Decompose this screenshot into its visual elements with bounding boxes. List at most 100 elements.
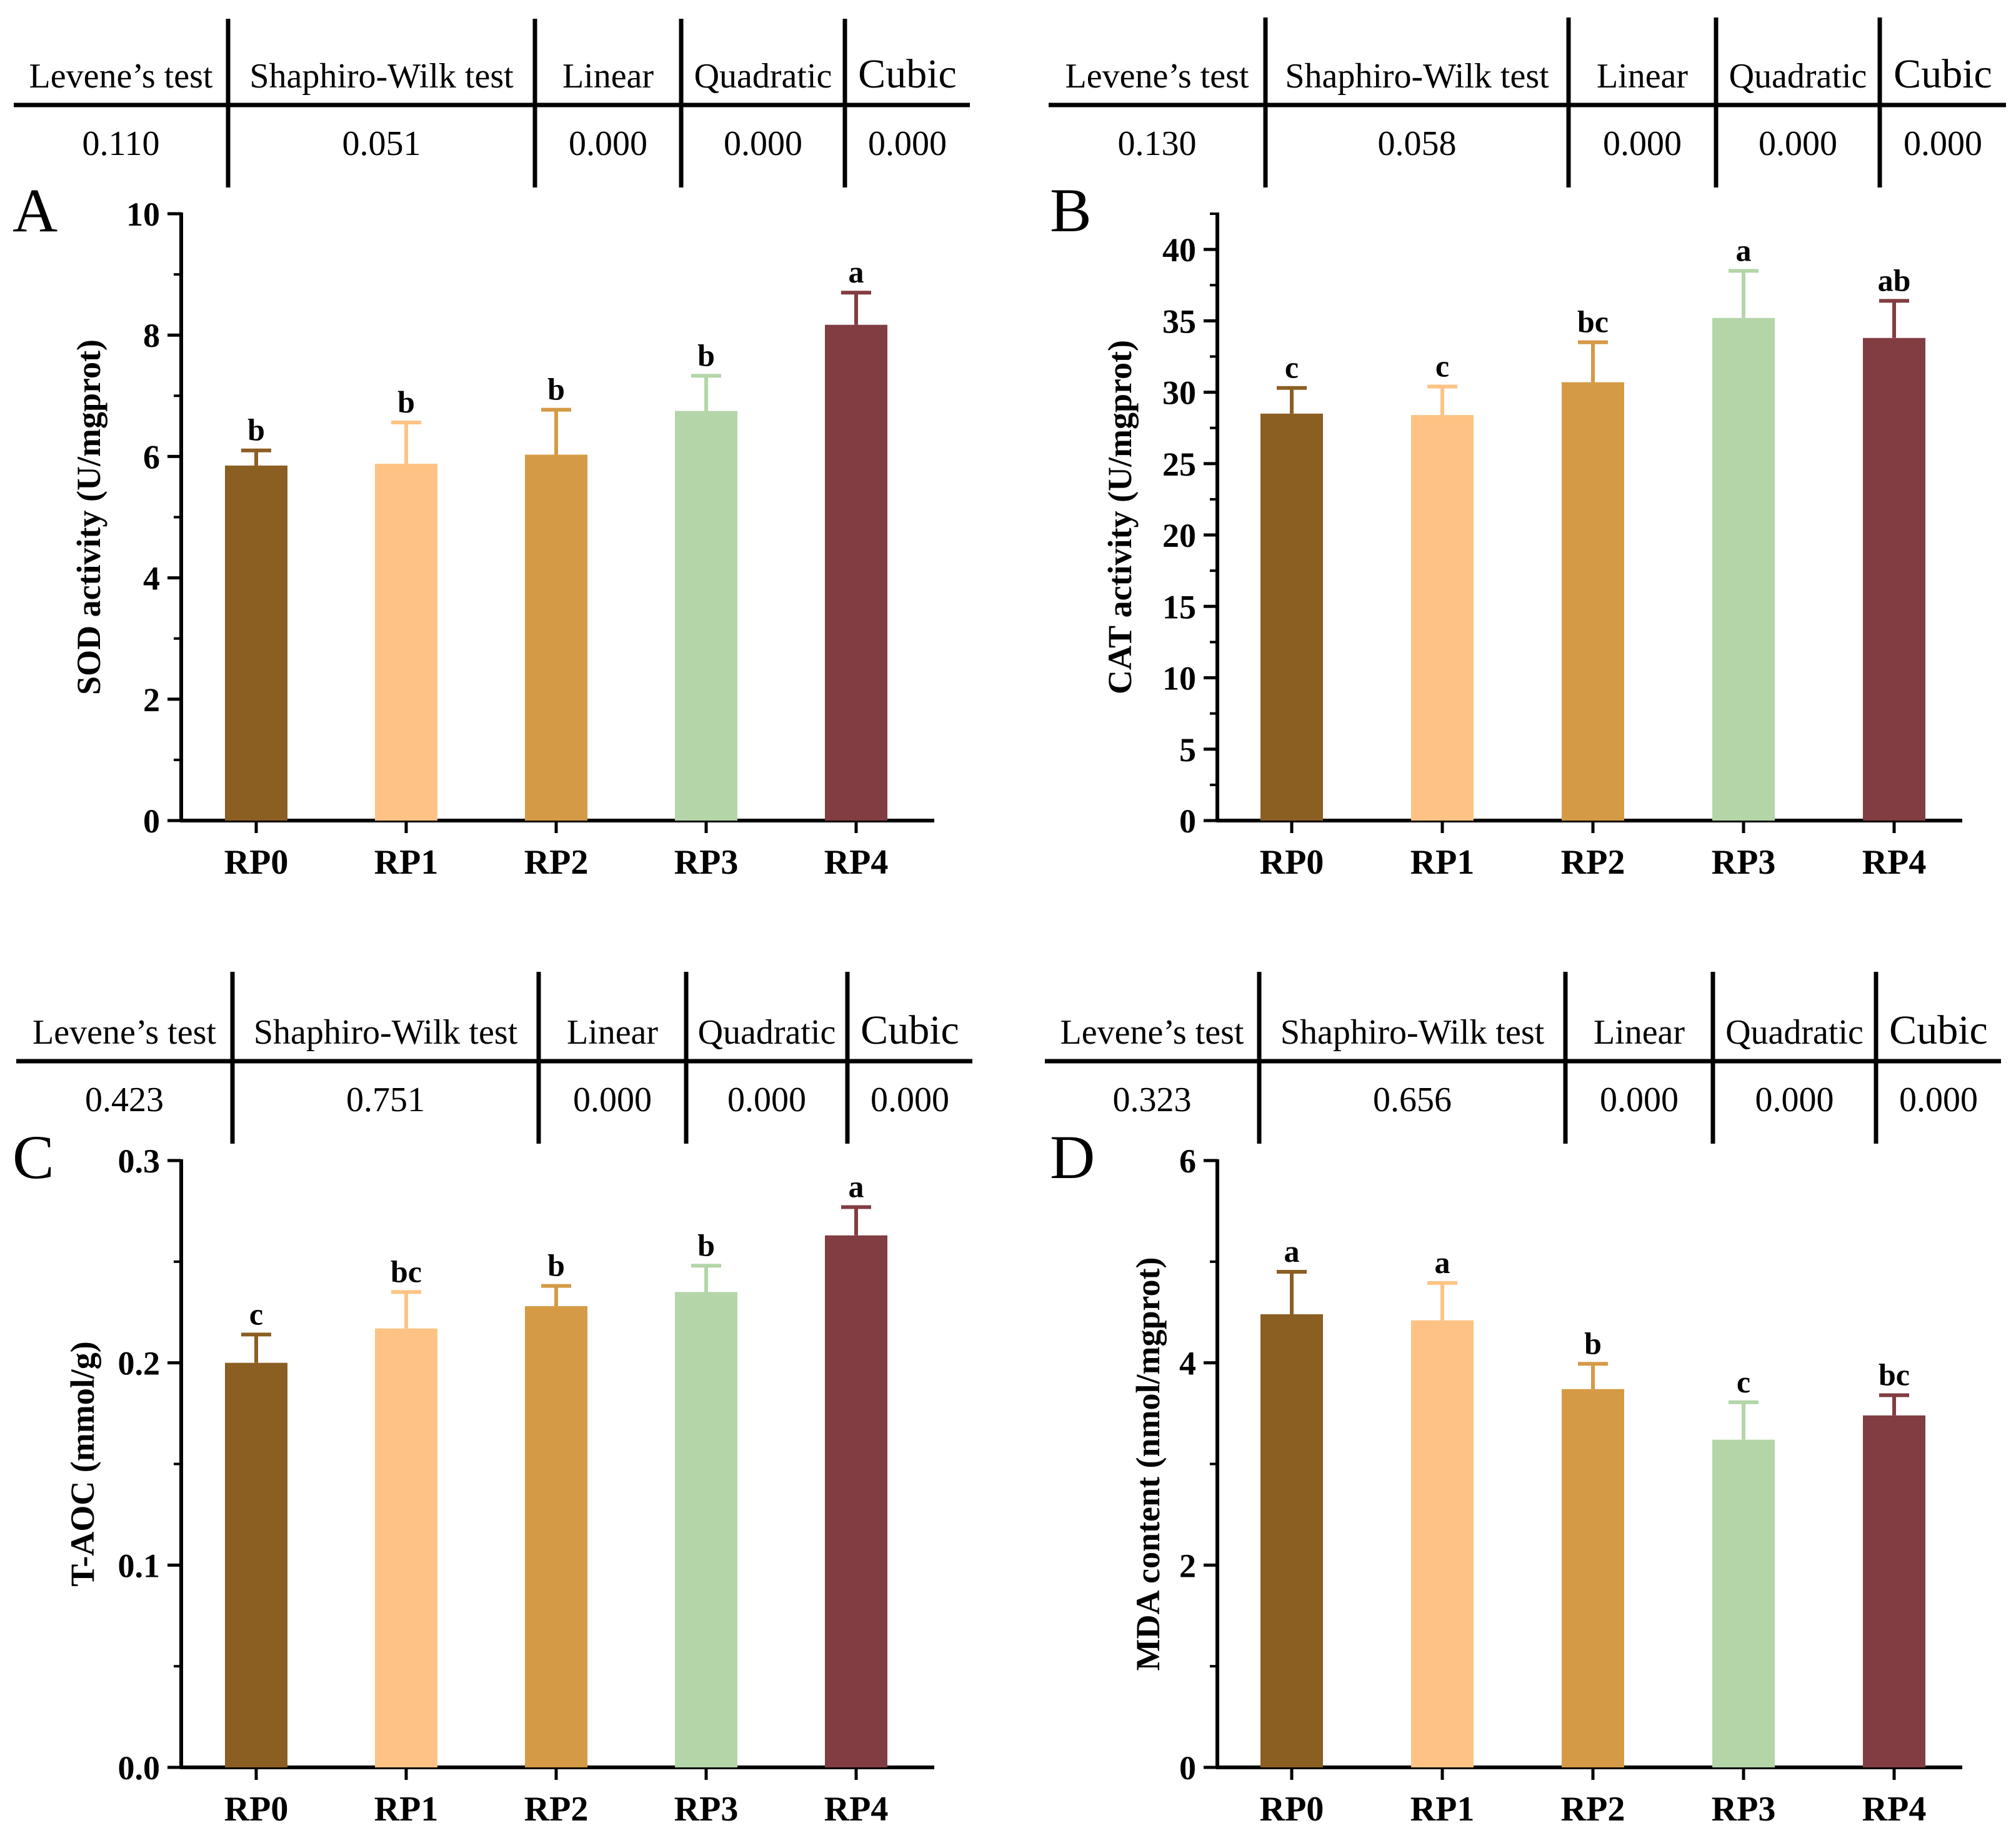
panel-b: Levene’s test Shaphiro-Wilk test Linear Qua… — [1049, 17, 2006, 882]
y-tick-label: 0 — [1179, 802, 1196, 840]
y-tick-label: 0.1 — [118, 1547, 161, 1584]
stats-value-3: 0.000 — [727, 1081, 806, 1119]
y-tick-label: 4 — [143, 560, 160, 597]
stats-value-1: 0.656 — [1373, 1081, 1452, 1119]
x-tick-label: RP3 — [1712, 843, 1776, 882]
significance-letter: bc — [391, 1254, 422, 1289]
stats-header-4: Cubic — [861, 1007, 959, 1053]
bar-rp3 — [675, 1292, 737, 1767]
stats-value-4: 0.000 — [868, 124, 947, 163]
stats-header-1: Shaphiro-Wilk test — [254, 1013, 518, 1052]
bar-rp4 — [1863, 1415, 1925, 1767]
stats-header-0: Levene’s test — [1060, 1013, 1244, 1052]
stats-header-3: Quadratic — [1725, 1013, 1864, 1052]
stats-value-2: 0.000 — [569, 124, 647, 163]
y-tick-label: 0.2 — [118, 1345, 161, 1382]
stats-value-0: 0.323 — [1113, 1081, 1192, 1119]
significance-letter: b — [547, 1248, 565, 1283]
stats-value-4: 0.000 — [871, 1081, 949, 1119]
panel-letter: C — [12, 1122, 54, 1192]
x-tick-label: RP2 — [524, 1790, 589, 1829]
stats-header-4: Cubic — [1889, 1007, 1988, 1053]
significance-letter: b — [547, 372, 565, 407]
stats-table: Levene’s test Shaphiro-Wilk test Linear Qua… — [1049, 17, 2006, 187]
significance-letter: a — [1284, 1234, 1300, 1269]
y-tick-label: 8 — [143, 317, 160, 354]
stats-value-0: 0.423 — [85, 1081, 164, 1119]
significance-letter: ab — [1878, 262, 1911, 297]
bar-rp0 — [1260, 413, 1323, 821]
stats-header-0: Levene’s test — [32, 1013, 216, 1052]
y-tick-label: 5 — [1179, 731, 1196, 769]
stats-value-0: 0.110 — [82, 124, 160, 163]
stats-value-0: 0.130 — [1118, 124, 1197, 163]
stats-header-0: Levene’s test — [1065, 57, 1249, 96]
x-tick-label: RP4 — [824, 1790, 889, 1829]
bar-rp2 — [1562, 382, 1624, 821]
bar-rp1 — [1411, 1320, 1474, 1767]
x-tick-label: RP0 — [224, 1790, 289, 1829]
bar-rp4 — [825, 324, 887, 821]
stats-value-1: 0.058 — [1378, 124, 1457, 163]
x-tick-label: RP1 — [374, 1790, 439, 1829]
significance-letter: c — [1285, 350, 1299, 385]
x-tick-label: RP2 — [524, 843, 589, 882]
y-axis-label: CAT activity (U/mgprot) — [1101, 340, 1139, 694]
stats-value-4: 0.000 — [1904, 124, 1982, 163]
y-tick-label: 2 — [143, 681, 160, 719]
bar-rp3 — [1712, 317, 1775, 821]
y-tick-label: 4 — [1179, 1345, 1196, 1382]
bar-rp4 — [825, 1235, 887, 1767]
bar-rp1 — [1411, 415, 1474, 821]
x-tick-label: RP0 — [224, 843, 289, 882]
bar-rp1 — [375, 1328, 437, 1767]
y-tick-label: 0.0 — [118, 1749, 161, 1787]
x-tick-label: RP3 — [674, 843, 739, 882]
x-tick-label: RP1 — [1410, 843, 1475, 882]
y-tick-label: 20 — [1162, 517, 1196, 554]
panel-letter: D — [1050, 1122, 1095, 1192]
panel-d: Levene’s test Shaphiro-Wilk test Linear Qua… — [1045, 972, 2001, 1829]
stats-value-1: 0.051 — [342, 124, 421, 163]
significance-letter: b — [397, 384, 415, 419]
x-tick-label: RP2 — [1561, 1790, 1625, 1829]
stats-header-4: Cubic — [1894, 51, 1992, 97]
significance-letter: b — [697, 1227, 715, 1262]
stats-header-2: Linear — [1597, 57, 1688, 96]
stats-table: Levene’s test Shaphiro-Wilk test Linear Qua… — [16, 972, 972, 1144]
y-tick-label: 6 — [143, 438, 160, 476]
panel-letter: B — [1050, 176, 1092, 245]
y-tick-label: 10 — [126, 196, 160, 233]
bar-rp2 — [1562, 1389, 1624, 1767]
stats-header-4: Cubic — [858, 51, 957, 97]
stats-value-3: 0.000 — [1755, 1081, 1834, 1119]
bar-rp0 — [225, 465, 287, 821]
stats-value-2: 0.000 — [573, 1081, 652, 1119]
panel-a: Levene’s test Shaphiro-Wilk test Linear Qua… — [12, 19, 970, 882]
stats-header-3: Quadratic — [698, 1013, 836, 1052]
bar-rp3 — [1712, 1439, 1775, 1767]
x-tick-label: RP4 — [824, 843, 889, 882]
significance-letter: b — [697, 337, 715, 372]
bar-rp4 — [1863, 337, 1925, 821]
x-tick-label: RP1 — [1410, 1790, 1475, 1829]
x-tick-label: RP4 — [1862, 843, 1927, 882]
significance-letter: a — [1435, 1245, 1450, 1280]
stats-header-2: Linear — [567, 1013, 658, 1052]
bar-rp2 — [525, 1306, 587, 1767]
stats-table: Levene’s test Shaphiro-Wilk test Linear Qua… — [1045, 972, 2001, 1144]
stats-table: Levene’s test Shaphiro-Wilk test Linear Qua… — [14, 19, 970, 187]
bar-rp0 — [1260, 1314, 1323, 1767]
y-axis-label: MDA content (nmol/mgprot) — [1129, 1257, 1167, 1671]
stats-header-1: Shaphiro-Wilk test — [1280, 1013, 1545, 1052]
stats-value-2: 0.000 — [1603, 124, 1682, 163]
significance-letter: a — [849, 254, 864, 289]
y-axis-label: SOD activity (U/mgprot) — [70, 339, 107, 695]
stats-header-1: Shaphiro-Wilk test — [1285, 57, 1549, 96]
significance-letter: c — [249, 1296, 263, 1331]
y-tick-label: 30 — [1162, 374, 1196, 412]
panel-c: Levene’s test Shaphiro-Wilk test Linear Qua… — [12, 972, 972, 1829]
y-axis-label: T-AOC (mmol/g) — [64, 1341, 101, 1586]
significance-letter: bc — [1879, 1357, 1910, 1392]
stats-header-3: Quadratic — [694, 57, 832, 96]
